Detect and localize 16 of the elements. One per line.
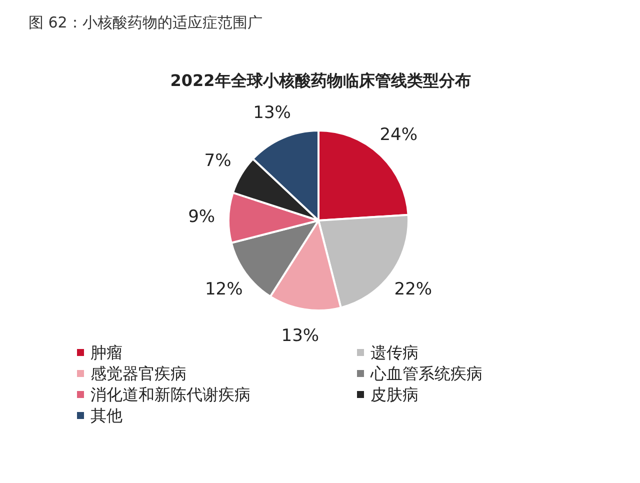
legend-label: 肿瘤 [90, 343, 122, 362]
data-label: 22% [394, 279, 432, 300]
legend-label: 皮肤病 [370, 385, 418, 404]
chart-subtitle: 2022年全球小核酸药物临床管线类型分布 [170, 71, 471, 90]
chart-title: 图 62：小核酸药物的适应症范围广 [28, 14, 262, 32]
legend-label: 消化道和新陈代谢疾病 [90, 385, 250, 404]
data-label: 13% [253, 103, 291, 124]
data-label: 24% [380, 125, 418, 146]
data-label: 12% [204, 279, 243, 300]
data-label: 9% [188, 206, 216, 227]
legend-label: 感觉器官疾病 [90, 364, 186, 383]
data-label: 7% [204, 150, 232, 171]
legend-label: 遗传病 [370, 343, 418, 362]
legend-label: 心血管系统疾病 [370, 364, 482, 383]
data-label: 13% [281, 326, 320, 346]
legend-label: 其他 [90, 406, 122, 425]
